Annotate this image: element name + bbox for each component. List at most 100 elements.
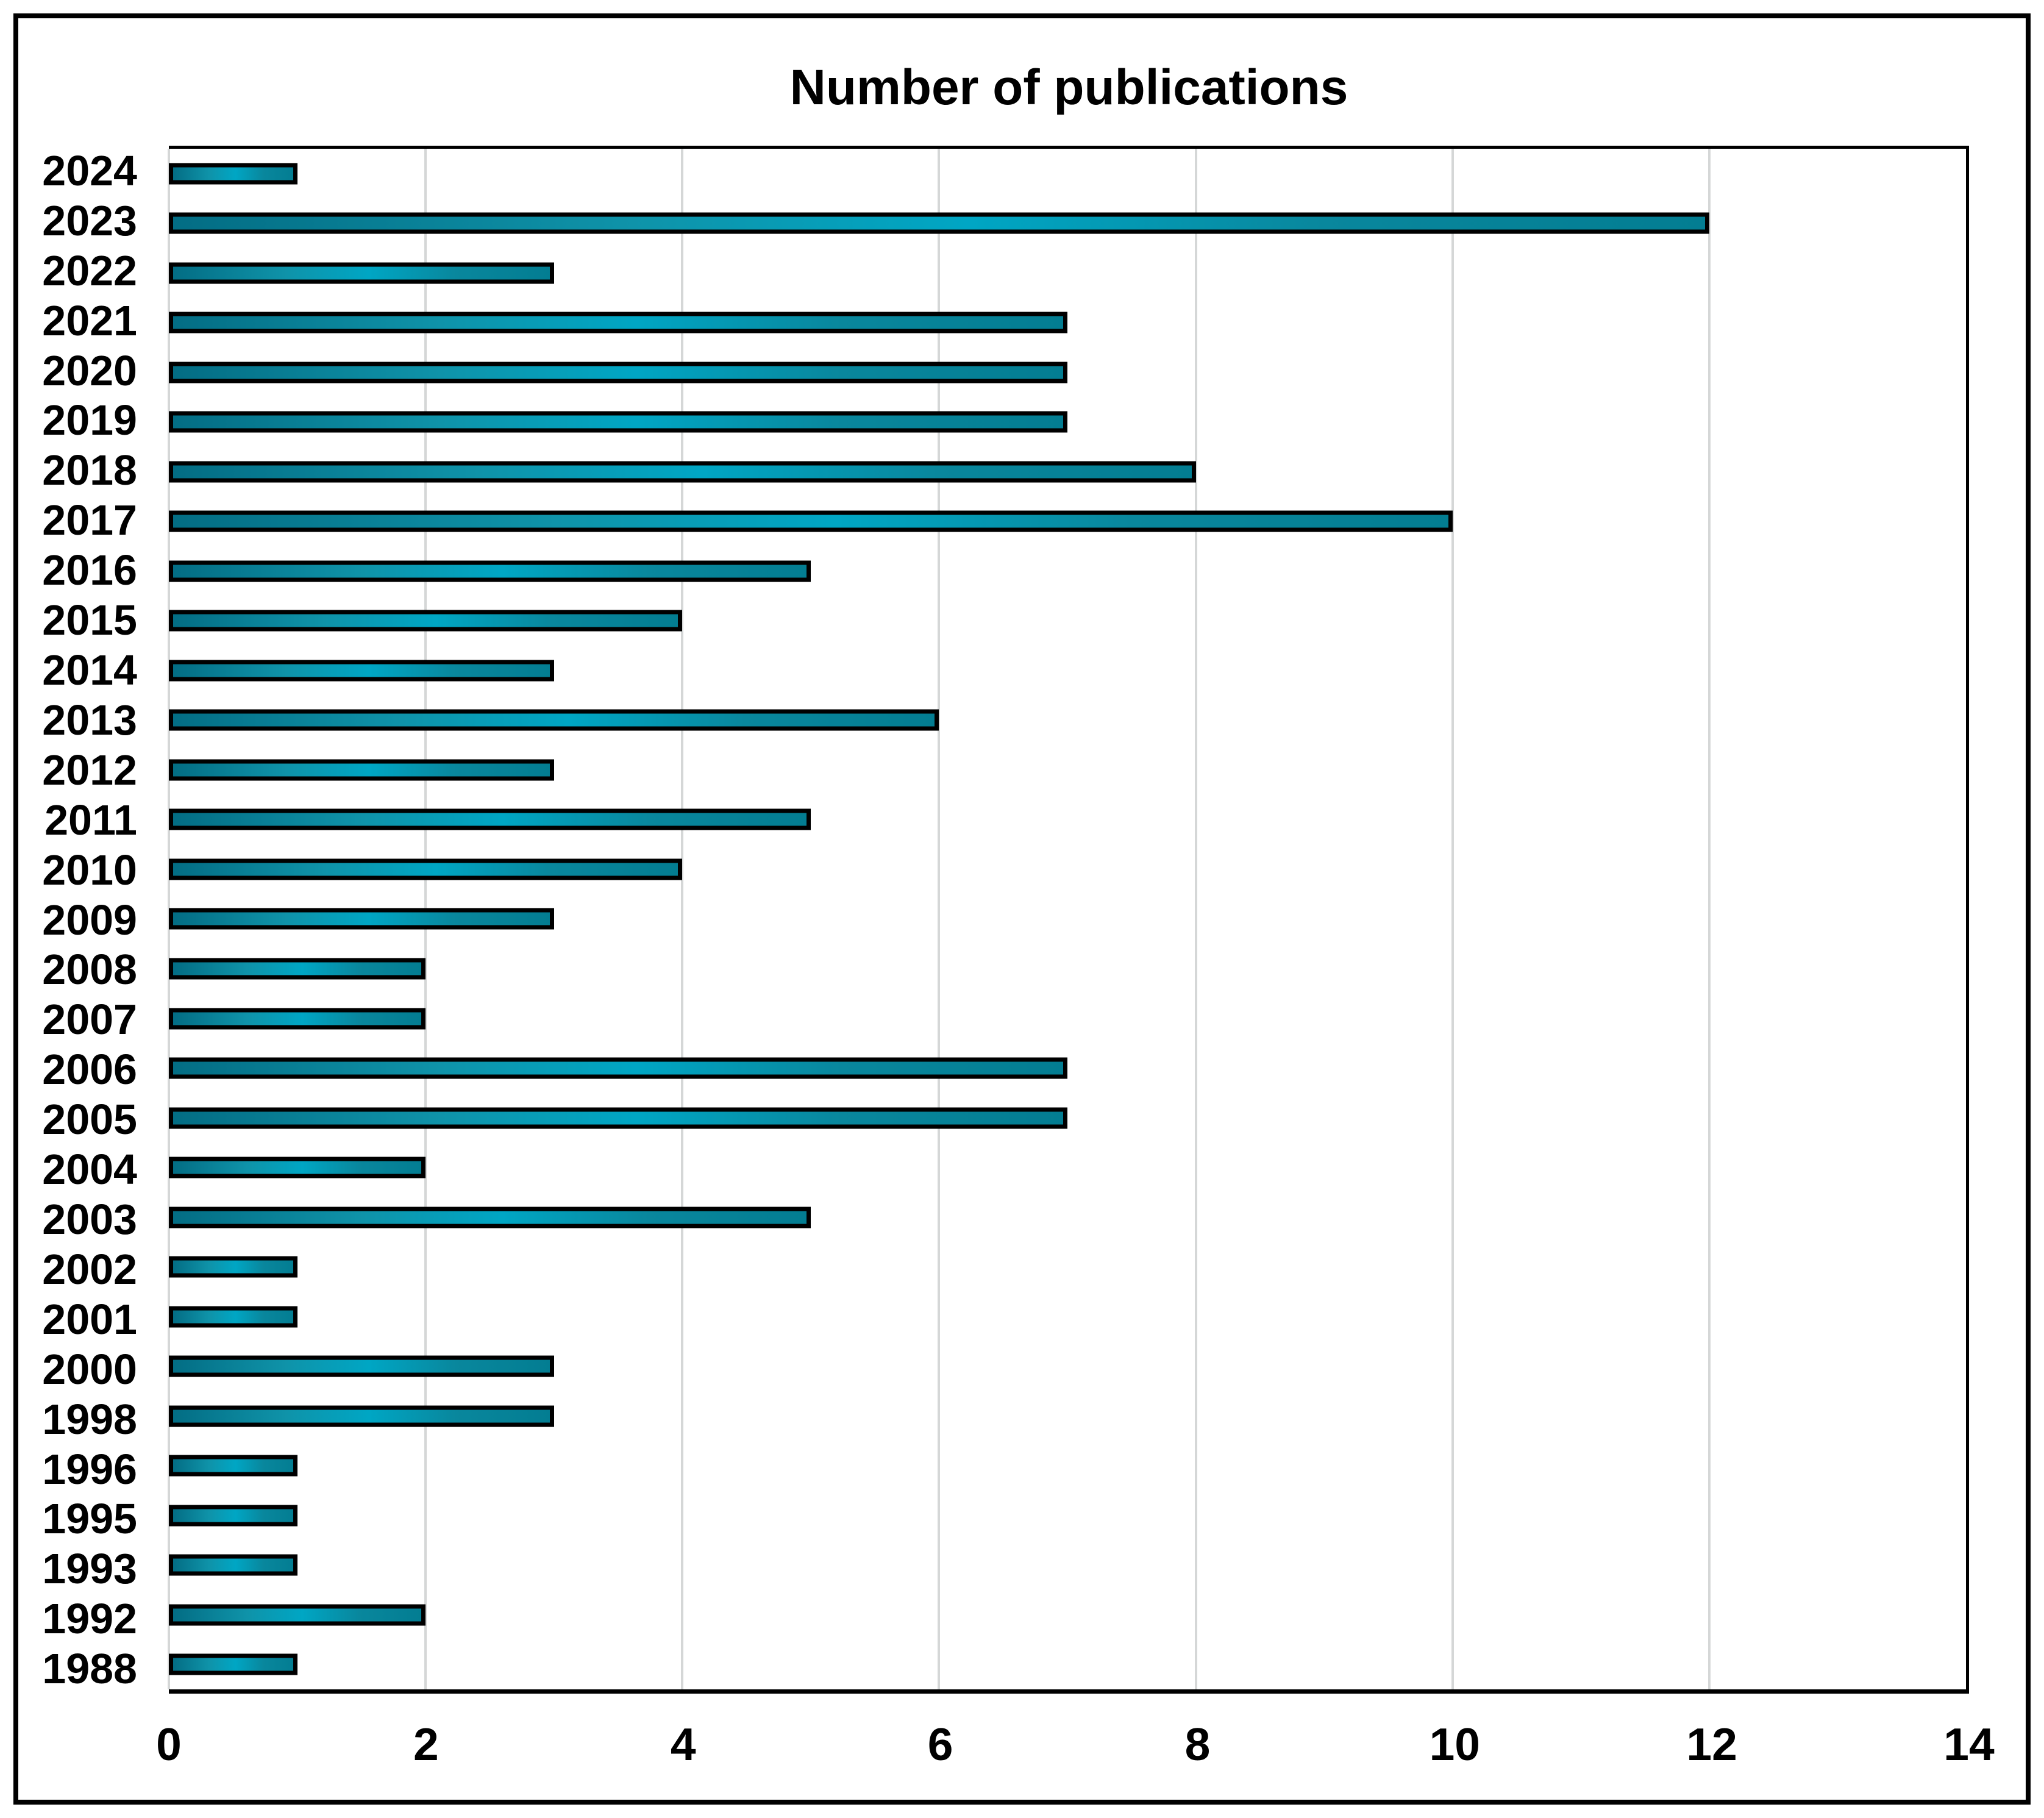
bar-row-2011 [169,795,1966,845]
y-axis-label-1992: 1992 [42,1595,137,1643]
bar-1995 [169,1505,297,1527]
y-axis-label-2021: 2021 [42,296,137,344]
gridline-x8 [1194,149,1197,1689]
bar-row-1993 [169,1540,1966,1590]
bar-2024 [169,163,297,185]
y-axis-label-2011: 2011 [45,796,137,844]
bar-2022 [169,262,554,284]
bar-2008 [169,958,426,980]
bar-row-2006 [169,1043,1966,1093]
y-axis-label-2000: 2000 [42,1345,137,1393]
bar-row-2024 [169,149,1966,199]
gridline-x6 [938,149,941,1689]
bar-2021 [169,312,1067,333]
bar-row-2020 [169,348,1966,397]
gridline-x10 [1451,149,1454,1689]
bar-1993 [169,1554,297,1576]
bar-row-2015 [169,596,1966,646]
bar-row-1998 [169,1391,1966,1441]
bar-row-2022 [169,248,1966,298]
bar-row-2018 [169,447,1966,497]
y-axis-label-1996: 1996 [42,1445,137,1493]
y-axis-label-2003: 2003 [42,1195,137,1243]
x-axis-label-2: 2 [413,1719,439,1770]
bar-row-1988 [169,1639,1966,1689]
gridline-x4 [681,149,684,1689]
bar-row-2005 [169,1093,1966,1143]
y-axis-label-2018: 2018 [42,446,137,494]
bar-row-2012 [169,745,1966,795]
y-axis-label-1998: 1998 [42,1395,137,1443]
bar-2004 [169,1157,426,1178]
bar-row-2014 [169,646,1966,696]
y-axis-label-1988: 1988 [42,1645,137,1693]
chart-title: Number of publications [789,60,1348,115]
bar-2013 [169,709,939,731]
y-axis-label-1993: 1993 [42,1545,137,1593]
y-axis-label-2005: 2005 [42,1096,137,1144]
bar-2023 [169,212,1709,234]
x-axis-label-10: 10 [1429,1719,1480,1770]
x-axis-label-12: 12 [1686,1719,1737,1770]
y-axis-label-2001: 2001 [42,1295,137,1343]
figure-border [13,13,2031,1805]
bar-row-2023 [169,199,1966,249]
bar-row-2001 [169,1292,1966,1342]
bar-2003 [169,1207,811,1228]
bar-2019 [169,411,1067,433]
bar-1992 [169,1604,426,1626]
y-axis-label-2008: 2008 [42,946,137,994]
x-axis: 0 2 4 6 8 10 12 14 [156,1711,1995,1778]
bar-row-2003 [169,1192,1966,1242]
bar-row-1992 [169,1590,1966,1640]
bar-2018 [169,461,1196,483]
bar-row-1996 [169,1441,1966,1491]
y-axis-label-2024: 2024 [42,146,137,194]
x-axis-label-14: 14 [1943,1719,1995,1770]
bar-row-2004 [169,1142,1966,1192]
bar-2014 [169,660,554,682]
y-axis-label-2013: 2013 [42,696,137,744]
bar-row-2016 [169,546,1966,596]
bar-2009 [169,908,554,930]
bar-series [169,149,1966,1689]
y-axis-label-2022: 2022 [42,246,137,294]
x-axis-label-4: 4 [670,1719,696,1770]
bar-1996 [169,1455,297,1477]
bar-1988 [169,1653,297,1675]
bar-2016 [169,560,811,582]
y-axis-label-2017: 2017 [42,496,137,544]
y-axis-label-2004: 2004 [42,1146,137,1194]
bar-row-2007 [169,994,1966,1044]
y-axis-label-2002: 2002 [42,1245,137,1293]
y-axis-label-2019: 2019 [42,396,137,444]
bar-2015 [169,610,683,632]
bar-2006 [169,1057,1067,1079]
bar-row-2010 [169,844,1966,894]
bar-1998 [169,1405,554,1427]
y-axis-label-2006: 2006 [42,1046,137,1094]
y-axis-label-2023: 2023 [42,196,137,244]
bar-row-2019 [169,397,1966,447]
bar-row-2013 [169,696,1966,746]
bar-2002 [169,1256,297,1278]
y-axis: 2024 2023 2022 2021 2020 2019 2018 2017 2016 2015… [18,146,169,1694]
bar-2005 [169,1107,1067,1129]
bar-2000 [169,1355,554,1377]
bar-row-2000 [169,1341,1966,1391]
y-axis-label-2016: 2016 [42,546,137,594]
bar-2011 [169,808,811,830]
bar-2017 [169,510,1453,532]
bar-row-2021 [169,298,1966,348]
y-axis-label-2015: 2015 [42,596,137,644]
y-axis-label-2014: 2014 [42,646,137,694]
bar-row-2017 [169,497,1966,547]
plot-area [168,146,1969,1694]
gridline-x12 [1707,149,1711,1689]
bar-2007 [169,1008,426,1030]
y-axis-label-2007: 2007 [42,996,137,1044]
x-axis-label-6: 6 [927,1719,953,1770]
bar-2012 [169,759,554,781]
y-axis-label-2009: 2009 [42,896,137,944]
